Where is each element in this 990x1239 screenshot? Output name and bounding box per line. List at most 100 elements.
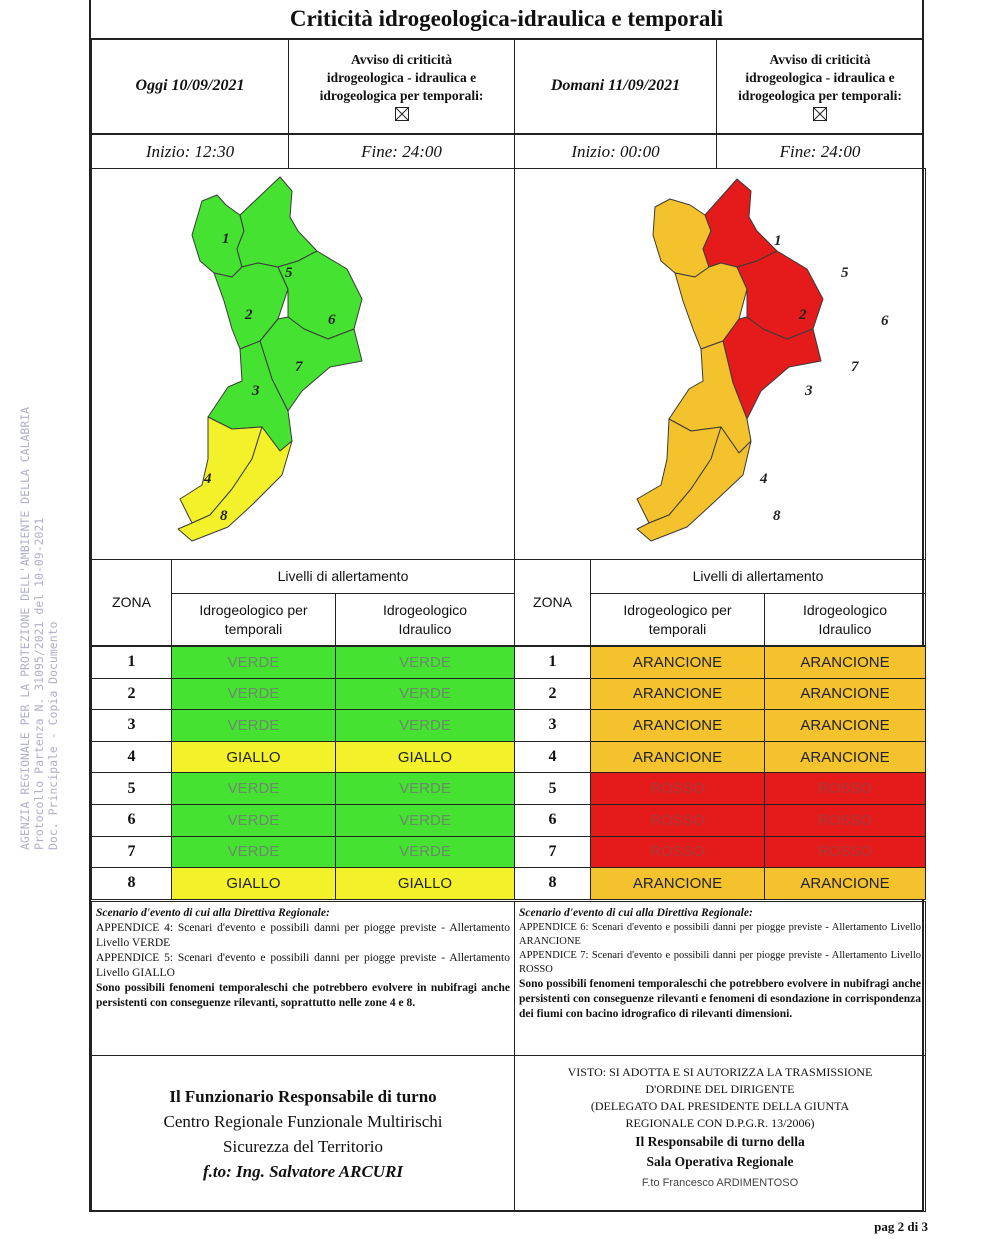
right-zona-cell: 2: [514, 677, 591, 711]
tomorrow-zone-1: [652, 198, 712, 278]
left-level-temporali: VERDE: [171, 772, 336, 805]
tomorrow-start-time: Inizio: 00:00: [514, 134, 717, 169]
footer-left-centre: Centro Regionale Funzionale Multirischi: [163, 1111, 443, 1131]
today-avviso: Avviso di criticità idrogeologica - idra…: [288, 38, 515, 134]
today-avviso-line3: idrogeologica per temporali:: [319, 88, 484, 103]
today-map-label-6: 6: [328, 312, 336, 328]
scenario-right-appendice-7: APPENDICE 7: Scenari d'evento e possibil…: [519, 950, 921, 975]
tomorrow-map-label-2: 2: [798, 307, 807, 323]
right-col1-header: Idrogeologico per temporali: [590, 593, 765, 646]
left-level-temporali: VERDE: [171, 804, 336, 837]
right-col2-line2: Idraulico: [818, 620, 872, 637]
right-level-temporali: ROSSO: [590, 772, 765, 805]
right-zona-cell: 7: [514, 835, 591, 869]
right-level-idraulico: ARANCIONE: [764, 646, 926, 679]
right-level-temporali: ARANCIONE: [590, 709, 765, 742]
today-map-label-2: 2: [244, 307, 253, 323]
right-zona-cell: 3: [514, 709, 591, 742]
footer-right-visto: VISTO: SI ADOTTA E SI AUTORIZZA LA TRASM…: [567, 1065, 873, 1079]
right-livelli-header: Livelli di allertamento: [590, 559, 926, 594]
today-zone-1: [191, 194, 245, 278]
footer-right-role: Il Responsabile di turno della: [635, 1134, 805, 1149]
right-level-temporali: ARANCIONE: [590, 867, 765, 900]
left-col2-line2: Idraulico: [398, 620, 452, 637]
tomorrow-avviso: Avviso di criticità idrogeologica - idra…: [716, 38, 924, 134]
today-map-label-1: 1: [222, 231, 230, 247]
tomorrow-zone-7: [722, 316, 822, 420]
tomorrow-end-time: Fine: 24:00: [716, 134, 924, 169]
right-col1-line1: Idrogeologico per: [623, 601, 732, 618]
right-level-idraulico: ARANCIONE: [764, 740, 926, 774]
today-zone-8: [177, 426, 293, 542]
right-level-idraulico: ROSSO: [764, 835, 926, 869]
left-level-temporali: VERDE: [171, 835, 336, 869]
right-zona-cell: 1: [514, 646, 591, 679]
left-level-temporali: GIALLO: [171, 740, 336, 774]
right-level-temporali: ARANCIONE: [590, 646, 765, 679]
scenario-left: Scenario d'evento di cui alla Direttiva …: [91, 901, 515, 1056]
left-col2-line1: Idrogeologico: [382, 601, 468, 618]
today-map-label-4: 4: [203, 471, 212, 487]
watermark-line-2: Protocollo Partenza N. 31095/2021 del 10…: [32, 517, 46, 850]
left-level-temporali: VERDE: [171, 709, 336, 742]
scenario-left-heading: Scenario d'evento di cui alla Direttiva …: [96, 907, 330, 919]
left-zona-cell: 5: [91, 772, 172, 805]
left-zona-header: ZONA: [91, 559, 172, 646]
today-zone-5: [236, 176, 318, 268]
left-col1-line2: temporali: [224, 620, 283, 637]
right-level-temporali: ROSSO: [590, 804, 765, 837]
right-col1-line2: temporali: [648, 620, 707, 637]
footer-right-ordine: D'ORDINE DEL DIRIGENTE: [645, 1082, 795, 1096]
right-level-idraulico: ARANCIONE: [764, 867, 926, 900]
left-level-idraulico: GIALLO: [335, 867, 515, 900]
today-zone-7: [259, 316, 363, 412]
footer-right-signatory: F.to Francesco ARDIMENTOSO: [641, 1177, 799, 1189]
tomorrow-date: Domani 11/09/2021: [514, 38, 717, 134]
left-zona-cell: 3: [91, 709, 172, 742]
left-zona-cell: 1: [91, 646, 172, 679]
footer-left-signature: Il Funzionario Responsabile di turno Cen…: [91, 1055, 515, 1212]
tomorrow-avviso-line2: idrogeologica - idraulica e: [745, 70, 895, 85]
today-zone-2: [213, 262, 289, 350]
left-livelli-header: Livelli di allertamento: [171, 559, 515, 594]
scenario-right-appendice-6: APPENDICE 6: Scenari d'evento e possibil…: [519, 922, 921, 947]
left-col1-line1: Idrogeologico per: [199, 601, 308, 618]
right-col2-header: Idrogeologico Idraulico: [764, 593, 926, 646]
right-level-idraulico: ARANCIONE: [764, 709, 926, 742]
today-date: Oggi 10/09/2021: [91, 38, 289, 134]
right-level-idraulico: ARANCIONE: [764, 677, 926, 711]
right-zona-cell: 6: [514, 804, 591, 837]
right-zona-header: ZONA: [514, 559, 591, 646]
tomorrow-zone-2: [674, 262, 748, 350]
tomorrow-map-label-7: 7: [851, 359, 859, 375]
today-avviso-line2: idrogeologica - idraulica e: [326, 70, 477, 85]
footer-left-dept: Sicurezza del Territorio: [223, 1136, 383, 1156]
bulletin-document: Criticità idrogeologica-idraulica e temp…: [89, 0, 926, 1212]
today-avviso-line1: Avviso di criticità: [351, 52, 452, 67]
tomorrow-calabria-map: 1 2 3 4 5 6 7 8: [636, 178, 889, 542]
page-number: pag 2 di 3: [874, 1219, 928, 1234]
left-level-idraulico: VERDE: [335, 709, 515, 742]
right-zona-cell: 5: [514, 772, 591, 805]
today-avviso-checkbox-icon: [394, 107, 409, 121]
watermark-line-1: AGENZIA REGIONALE PER LA PROTEZIONE DELL…: [18, 406, 32, 850]
tomorrow-avviso-checkbox-icon: [813, 107, 827, 121]
footer-right-delegato: (DELEGATO DAL PRESIDENTE DELLA GIUNTA: [590, 1099, 850, 1113]
watermark-line-3: Doc. Principale - Copia Documento: [46, 621, 60, 850]
left-level-temporali: VERDE: [171, 677, 336, 711]
protocol-watermark: AGENZIA REGIONALE PER LA PROTEZIONE DELL…: [18, 407, 60, 850]
tomorrow-map-label-5: 5: [841, 265, 849, 281]
left-level-idraulico: VERDE: [335, 646, 515, 679]
left-level-temporali: VERDE: [171, 646, 336, 679]
today-map-label-3: 3: [251, 383, 260, 399]
left-level-idraulico: VERDE: [335, 772, 515, 805]
today-map-label-5: 5: [285, 265, 293, 281]
tomorrow-zone-8: [636, 426, 752, 542]
tomorrow-map-label-6: 6: [881, 313, 889, 329]
right-zona-cell: 4: [514, 740, 591, 774]
left-level-idraulico: VERDE: [335, 835, 515, 869]
tomorrow-avviso-line3: idrogeologica per temporali:: [738, 88, 902, 103]
right-level-idraulico: ROSSO: [764, 772, 926, 805]
today-calabria-map: 1 2 3 4 5 6 7 8: [177, 176, 363, 542]
scenario-left-appendice-4: APPENDICE 4: Scenari d'evento e possibil…: [96, 922, 510, 949]
